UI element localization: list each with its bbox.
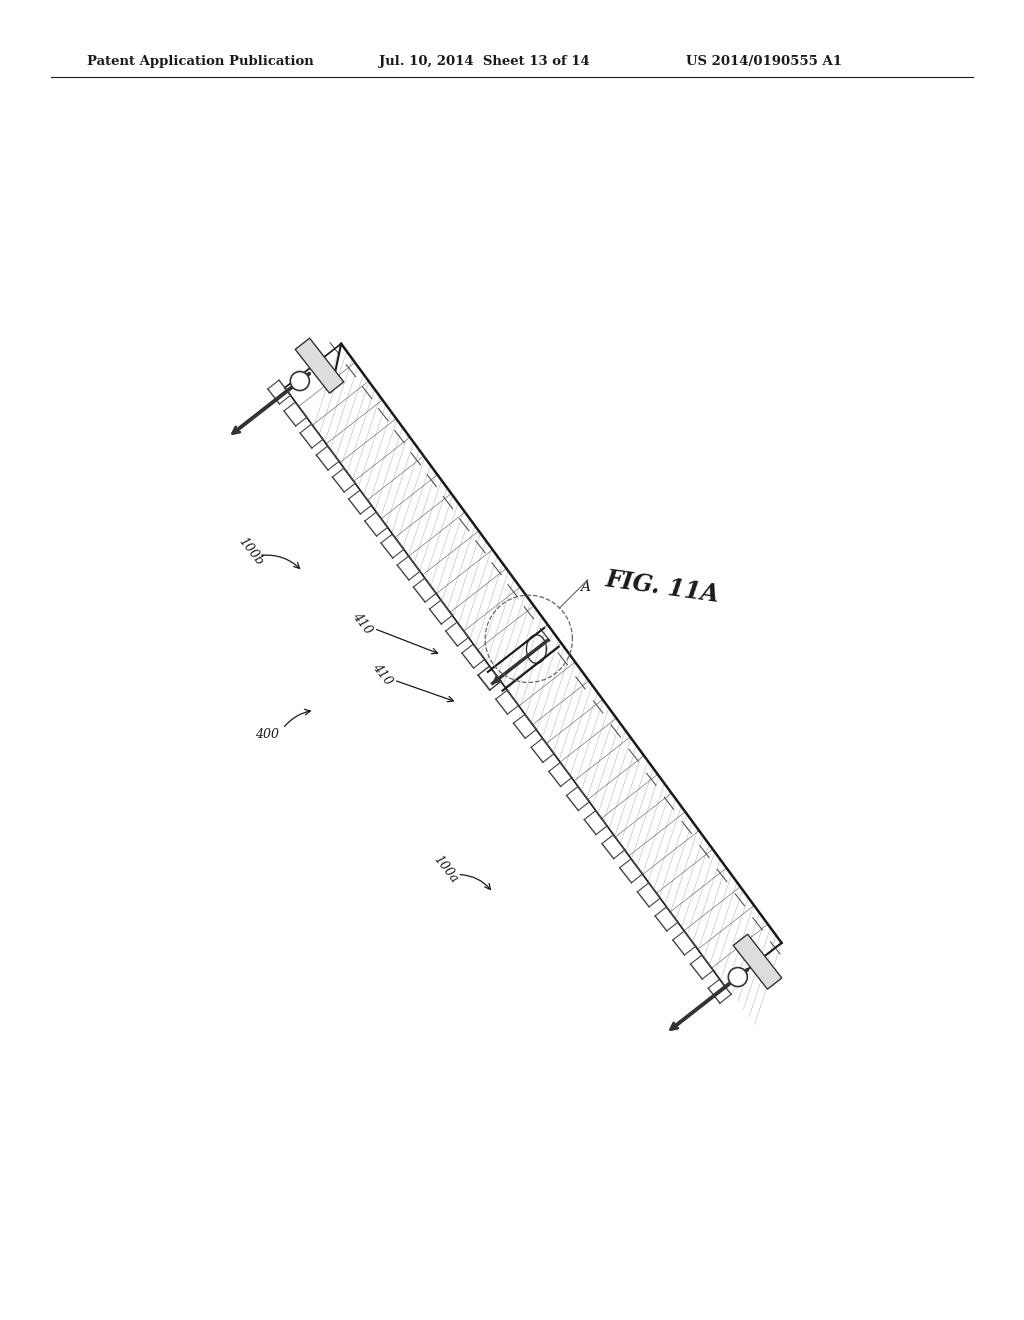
- Polygon shape: [733, 935, 781, 989]
- Text: 400: 400: [255, 727, 279, 741]
- Text: Jul. 10, 2014  Sheet 13 of 14: Jul. 10, 2014 Sheet 13 of 14: [379, 55, 590, 69]
- Text: 100a: 100a: [431, 853, 460, 886]
- Polygon shape: [285, 343, 781, 987]
- Polygon shape: [295, 338, 344, 393]
- Circle shape: [290, 371, 309, 391]
- Text: 410: 410: [370, 661, 394, 688]
- Text: 410: 410: [349, 610, 375, 636]
- Text: US 2014/0190555 A1: US 2014/0190555 A1: [686, 55, 842, 69]
- Text: 100b: 100b: [237, 535, 266, 568]
- Circle shape: [728, 968, 748, 986]
- Text: A: A: [581, 581, 591, 594]
- Text: FIG. 11A: FIG. 11A: [604, 568, 721, 607]
- Text: Patent Application Publication: Patent Application Publication: [87, 55, 313, 69]
